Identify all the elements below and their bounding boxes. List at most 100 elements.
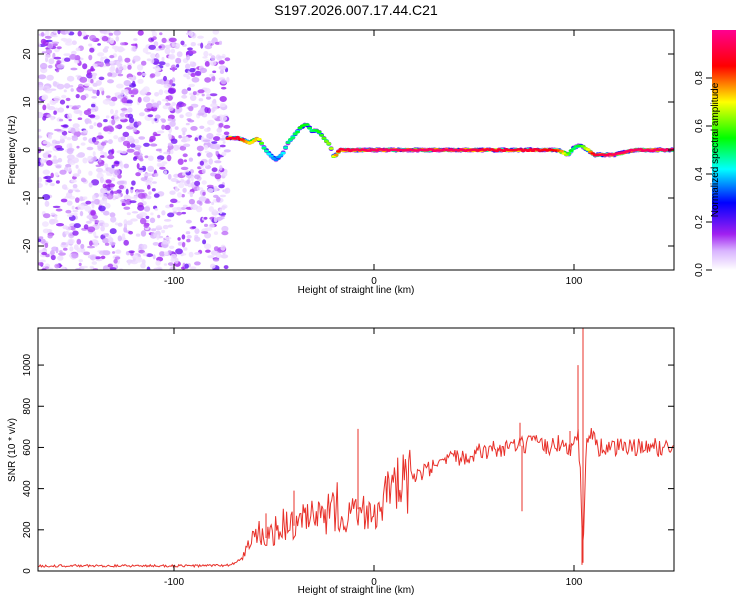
noise-blob — [221, 205, 226, 211]
noise-blob — [88, 182, 93, 188]
noise-blob — [94, 256, 102, 260]
noise-blob — [59, 99, 66, 105]
noise-blob — [219, 96, 227, 102]
noise-blob — [162, 224, 169, 230]
snr-ytick-label: 400 — [22, 480, 33, 497]
noise-blob — [194, 137, 199, 142]
noise-blob — [98, 132, 102, 136]
noise-blob — [84, 82, 91, 87]
noise-blob — [219, 115, 228, 122]
noise-blob — [75, 47, 81, 52]
noise-blob — [141, 60, 147, 66]
noise-blob — [185, 32, 192, 36]
noise-blob — [149, 135, 156, 142]
noise-blob — [204, 232, 212, 239]
noise-blob — [187, 87, 192, 91]
noise-blob — [204, 243, 212, 250]
noise-blob — [159, 43, 166, 51]
noise-blob — [169, 79, 173, 85]
noise-blob — [80, 142, 86, 146]
noise-blob — [221, 225, 229, 232]
noise-blob — [168, 133, 172, 137]
noise-blob — [50, 249, 55, 256]
noise-blob — [98, 162, 105, 167]
noise-blob — [131, 211, 139, 214]
noise-blob — [177, 241, 182, 246]
noise-blob — [83, 196, 88, 200]
ridge-cell — [333, 153, 339, 157]
noise-blob — [152, 131, 158, 137]
noise-blob — [204, 150, 210, 154]
ridge-cell — [307, 126, 312, 130]
noise-blob — [181, 88, 188, 95]
noise-blob — [79, 210, 84, 217]
ridge-cell — [568, 149, 574, 152]
noise-blob — [125, 188, 129, 195]
noise-blob — [146, 195, 152, 200]
noise-blob — [123, 180, 127, 185]
noise-blob — [72, 173, 80, 177]
noise-blob — [151, 102, 159, 108]
noise-blob — [79, 57, 84, 61]
snr-ytick-label: 1000 — [22, 354, 33, 377]
noise-blob — [132, 127, 137, 133]
noise-blob — [160, 118, 166, 121]
noise-blob — [171, 41, 175, 48]
noise-blob — [155, 225, 162, 229]
noise-blob — [99, 87, 105, 92]
snr-ylabel: SNR (10 * v/v) — [7, 418, 18, 482]
noise-blob — [141, 244, 148, 250]
noise-blob — [213, 216, 218, 223]
noise-blob — [203, 128, 211, 132]
noise-blob — [121, 233, 126, 240]
noise-blob — [190, 94, 197, 101]
noise-blob — [57, 107, 65, 113]
noise-blob — [56, 83, 65, 90]
noise-blob — [216, 196, 221, 203]
noise-blob — [133, 195, 138, 201]
noise-blob — [71, 253, 79, 259]
noise-blob — [85, 200, 92, 205]
noise-blob — [112, 251, 116, 254]
noise-blob — [59, 118, 64, 122]
noise-blob — [142, 96, 151, 103]
noise-blob — [203, 216, 208, 220]
ridge-cell — [326, 142, 332, 145]
noise-blob — [53, 110, 57, 115]
noise-blob — [209, 60, 217, 66]
noise-blob — [50, 219, 59, 224]
noise-blob — [121, 97, 128, 104]
noise-blob — [185, 122, 190, 126]
noise-blob — [122, 64, 127, 71]
noise-blob — [128, 117, 135, 124]
noise-blob — [182, 153, 188, 158]
noise-blob — [182, 131, 186, 136]
noise-blob — [89, 114, 96, 119]
noise-blob — [96, 89, 100, 97]
noise-blob — [50, 254, 56, 261]
noise-blob — [196, 145, 204, 152]
noise-blob — [57, 157, 63, 163]
noise-blob — [132, 45, 137, 52]
noise-blob — [151, 188, 156, 192]
noise-blob — [199, 187, 204, 190]
noise-blob — [204, 223, 208, 227]
noise-blob — [59, 169, 67, 175]
noise-blob — [77, 30, 82, 37]
noise-blob — [102, 170, 108, 173]
noise-blob — [102, 99, 111, 105]
noise-blob — [174, 108, 181, 114]
noise-blob — [50, 212, 56, 216]
noise-blob — [120, 108, 128, 111]
noise-blob — [151, 30, 155, 33]
noise-blob — [107, 183, 116, 188]
noise-blob — [137, 30, 144, 36]
noise-blob — [60, 135, 63, 140]
noise-blob — [170, 149, 174, 155]
noise-blob — [215, 252, 222, 259]
noise-blob — [197, 35, 204, 39]
noise-blob — [143, 173, 152, 177]
noise-blob — [59, 138, 65, 144]
noise-blob — [177, 237, 181, 241]
noise-blob — [133, 144, 142, 149]
